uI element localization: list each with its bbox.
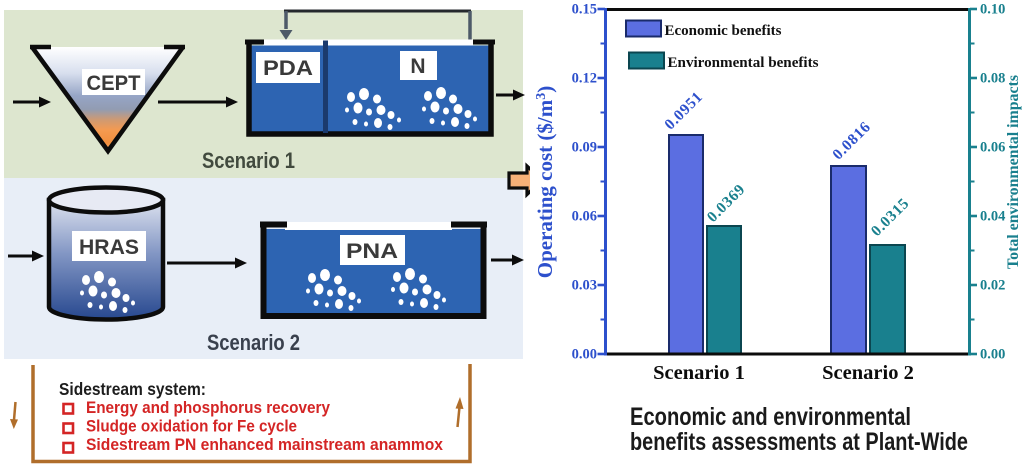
svg-text:0.02: 0.02 — [980, 278, 1005, 294]
svg-text:Sidestream PN enhanced mainst: Sidestream PN enhanced mainstream anammo… — [86, 435, 443, 454]
svg-text:0.0951: 0.0951 — [661, 89, 706, 134]
svg-text:0.06: 0.06 — [980, 140, 1005, 156]
svg-text:Environmental benefits: Environmental benefits — [668, 55, 819, 71]
svg-text:0.06: 0.06 — [572, 209, 597, 225]
svg-text:benefits assessments at Plant-: benefits assessments at Plant-Wide — [630, 428, 968, 456]
svg-text:0.0369: 0.0369 — [704, 181, 749, 226]
svg-text:PDA: PDA — [263, 57, 313, 80]
svg-text:0.0816: 0.0816 — [829, 119, 874, 164]
svg-text:Scenario 1: Scenario 1 — [202, 148, 295, 173]
svg-text:HRAS: HRAS — [79, 236, 139, 259]
svg-text:0.00: 0.00 — [980, 347, 1005, 363]
svg-text:Energy and phosphorus recovery: Energy and phosphorus recovery — [86, 398, 330, 417]
svg-text:N: N — [410, 55, 425, 78]
svg-text:Operating cost ($/m3): Operating cost ($/m3) — [533, 86, 557, 278]
svg-text:Scenario 2: Scenario 2 — [822, 362, 914, 384]
svg-text:PNA: PNA — [346, 240, 398, 263]
svg-text:0.12: 0.12 — [572, 71, 597, 87]
svg-text:Economic benefits: Economic benefits — [665, 23, 782, 39]
svg-text:0.00: 0.00 — [572, 347, 597, 363]
svg-text:0.15: 0.15 — [572, 2, 597, 18]
svg-text:0.08: 0.08 — [980, 71, 1005, 87]
svg-text:Scenario 1: Scenario 1 — [653, 362, 745, 384]
svg-text:CEPT: CEPT — [87, 72, 141, 95]
svg-text:Scenario 2: Scenario 2 — [207, 330, 300, 355]
svg-text:Sidestream system:: Sidestream system: — [59, 379, 206, 399]
svg-text:0.04: 0.04 — [980, 209, 1005, 225]
svg-text:0.0315: 0.0315 — [868, 195, 913, 240]
svg-text:Economic and environmental: Economic and environmental — [630, 403, 911, 431]
svg-text:0.10: 0.10 — [980, 2, 1005, 18]
svg-text:Sludge oxidation for Fe cycle: Sludge oxidation for Fe cycle — [86, 417, 297, 436]
svg-text:Total environmental impacts: Total environmental impacts — [1005, 75, 1022, 269]
svg-text:0.03: 0.03 — [572, 278, 597, 294]
svg-text:0.09: 0.09 — [572, 140, 597, 156]
